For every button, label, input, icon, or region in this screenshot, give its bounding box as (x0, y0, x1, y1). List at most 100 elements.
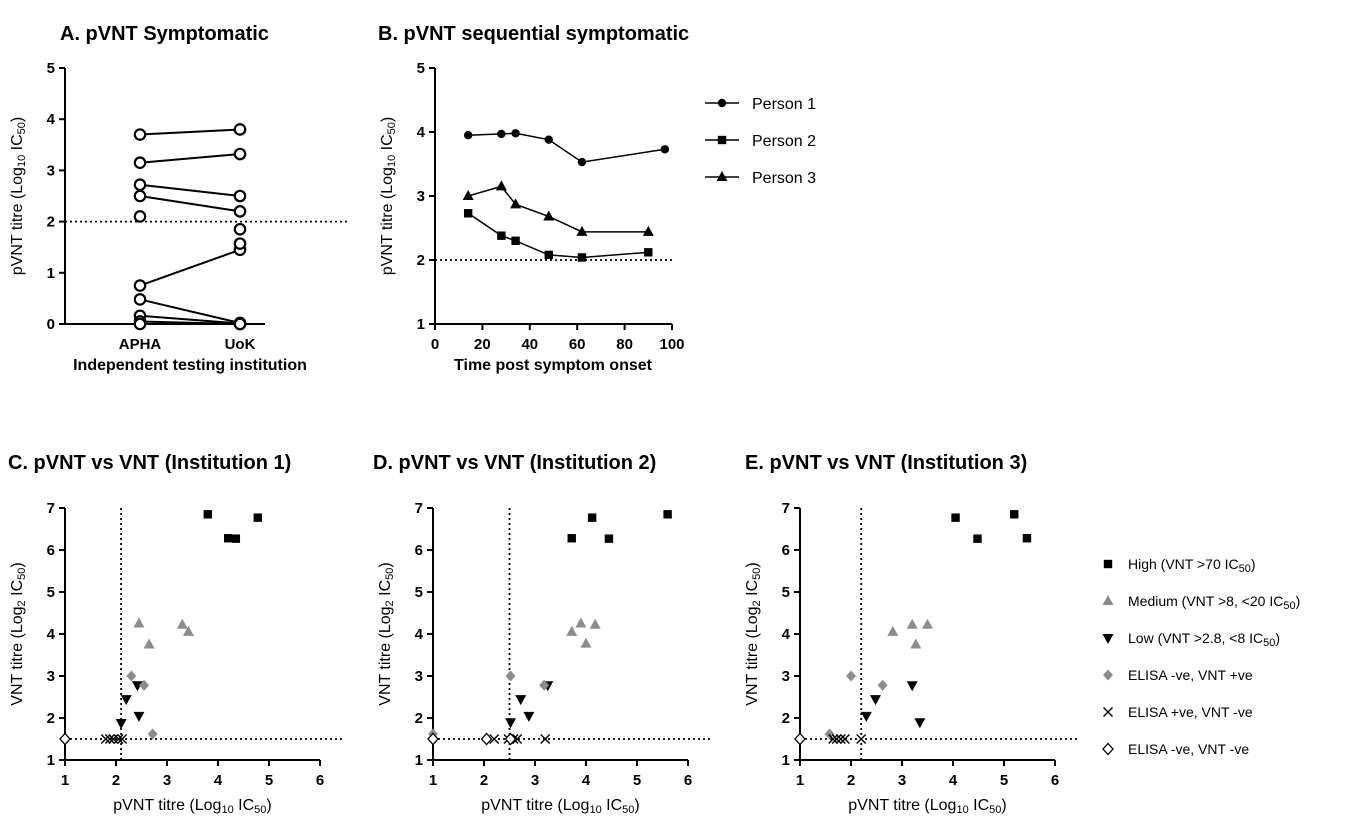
legend-label-elisa-neg-vnt-neg: ELISA -ve, VNT -ve (1128, 741, 1249, 757)
point-uok (233, 147, 247, 161)
x-tick-label: 2 (112, 772, 120, 789)
y-tick-label: 4 (415, 626, 424, 643)
point-elisa-neg-vnt-pos (824, 728, 835, 740)
paired-line (139, 314, 241, 325)
point-person-2 (511, 236, 520, 245)
x-tick-label: 1 (796, 772, 804, 789)
x-axis-label: pVNT titre (Log10 IC50) (113, 797, 271, 816)
panel-a-title: A. pVNT Symptomatic (60, 23, 269, 45)
series-line-person-3 (467, 185, 649, 233)
point-person-3 (462, 190, 474, 200)
point-uok (233, 317, 247, 331)
panel-a: A. pVNT Symptomatic 0 1 2 3 4 5 APHA UoK pVNT tit… (9, 23, 348, 374)
x-tick-label: 1 (429, 772, 437, 789)
point-elisa-neg-vnt-pos (505, 670, 516, 682)
x-axis-label: pVNT titre (Log10 IC50) (848, 797, 1006, 816)
y-tick-label: 2 (47, 710, 55, 727)
point-person-3 (576, 225, 588, 236)
x-tick-label: 6 (1051, 772, 1059, 789)
point-apha (133, 178, 147, 192)
y-tick-label: 6 (782, 542, 790, 559)
legend-marker-elisa-pos-vnt-neg (1103, 707, 1113, 717)
point-low (906, 681, 918, 692)
point-elisa-pos-vnt-neg (113, 734, 124, 744)
point-high (203, 510, 212, 519)
point-person-2 (544, 250, 553, 260)
point-person-3 (543, 210, 555, 221)
point-low (120, 695, 132, 706)
x-tick-label: 2 (480, 772, 488, 789)
point-high (973, 534, 982, 543)
panel-e-title: E. pVNT vs VNT (Institution 3) (745, 452, 1027, 474)
x-tick-label: 4 (582, 772, 591, 789)
point-medium (133, 617, 145, 628)
y-tick-label: 2 (415, 710, 423, 727)
point-medium (143, 638, 155, 649)
y-tick-label: 3 (47, 162, 55, 179)
point-elisa-neg-vnt-pos (539, 679, 550, 691)
point-elisa-neg-vnt-pos (846, 670, 856, 682)
y-tick-label: 0 (47, 316, 55, 333)
y-axis-label: pVNT titre (Log10 IC50) (379, 117, 398, 275)
point-apha (133, 317, 147, 331)
point-low (115, 719, 127, 730)
y-tick-label: 3 (415, 668, 423, 685)
x-tick-label: 5 (1000, 772, 1008, 789)
x-tick-label: 3 (531, 772, 539, 789)
y-tick-label: 2 (47, 214, 55, 231)
y-tick-label: 7 (415, 500, 423, 517)
x-tick-label: 0 (431, 336, 439, 353)
paired-line (139, 195, 241, 213)
legend-label-elisa-neg-vnt-pos: ELISA -ve, VNT +ve (1128, 667, 1253, 683)
point-person-1 (577, 157, 587, 167)
legend-marker (716, 171, 728, 181)
paired-line (139, 128, 241, 136)
x-tick-label: 5 (265, 772, 273, 789)
point-person-1 (497, 129, 506, 139)
legend-marker-low (1102, 634, 1114, 644)
y-tick-label: 2 (417, 252, 425, 269)
y-tick-label: 5 (47, 584, 55, 601)
y-axis-label: VNT titre (Log2 IC50) (9, 562, 28, 705)
point-apha (133, 210, 147, 223)
point-person-1 (463, 131, 473, 140)
point-elisa-neg-vnt-neg (59, 732, 71, 746)
y-tick-label: 4 (47, 111, 56, 128)
point-low (860, 711, 872, 722)
point-high (1010, 510, 1019, 519)
point-medium (906, 618, 918, 629)
y-tick-label: 1 (782, 752, 790, 769)
point-person-1 (544, 135, 553, 144)
point-elisa-pos-vnt-neg (512, 734, 523, 744)
point-medium (887, 625, 899, 636)
point-person-3 (495, 180, 507, 191)
legend-marker (717, 98, 727, 108)
x-tick-label: 6 (316, 772, 324, 789)
point-medium (575, 617, 587, 628)
legend-marker (717, 135, 727, 145)
x-axis-label: pVNT titre (Log10 IC50) (481, 797, 639, 816)
legend-marker-high (1103, 559, 1113, 569)
panel-b-title: B. pVNT sequential symptomatic (378, 23, 689, 45)
paired-line (139, 153, 241, 164)
point-elisa-pos-vnt-neg (489, 734, 500, 744)
point-elisa-neg-vnt-neg (427, 732, 439, 746)
panel-b: B. pVNT sequential symptomatic 1 2 3 4 5 0 20 40… (378, 23, 816, 374)
point-person-1 (511, 129, 520, 138)
y-tick-label: 1 (47, 752, 55, 769)
point-elisa-pos-vnt-neg (100, 734, 111, 744)
y-tick-label: 5 (47, 60, 55, 77)
y-tick-label: 4 (47, 626, 56, 643)
series-line-person-2 (467, 212, 649, 259)
x-tick-label: APHA (119, 336, 162, 353)
y-tick-label: 6 (415, 542, 423, 559)
x-tick-label: 40 (521, 336, 538, 353)
point-elisa-neg-vnt-neg (480, 732, 493, 746)
legend-label-elisa-pos-vnt-neg: ELISA +ve, VNT -ve (1128, 704, 1253, 720)
point-person-2 (577, 253, 587, 262)
point-elisa-neg-vnt-neg (504, 732, 517, 746)
point-elisa-neg-vnt-pos (147, 728, 158, 740)
point-medium (566, 625, 578, 636)
scatter-legend: High (VNT >70 IC50) Medium (VNT >8, <20 I… (1102, 556, 1300, 757)
